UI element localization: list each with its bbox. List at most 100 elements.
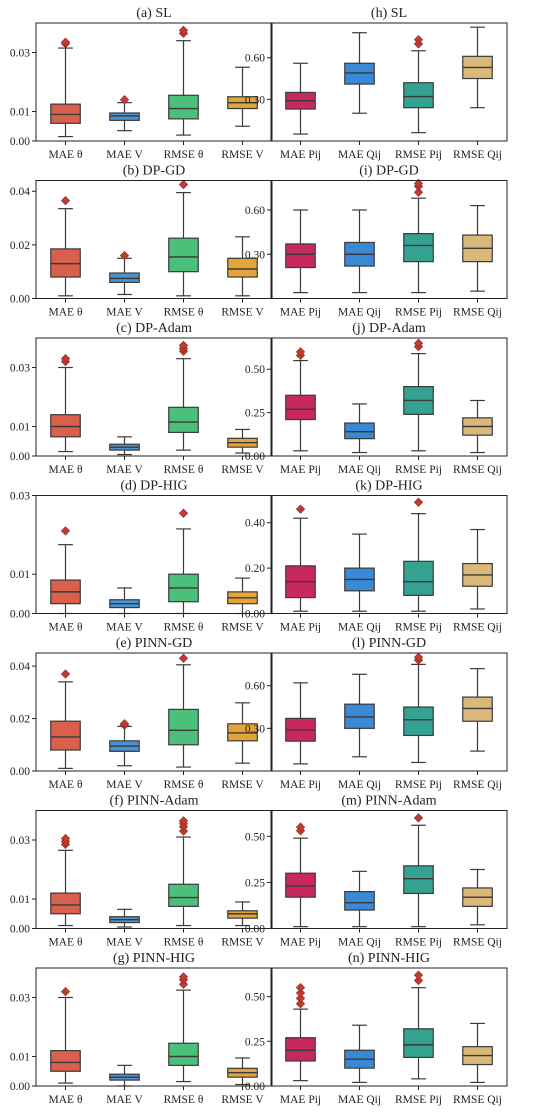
x-tick-label: RMSE Pij	[395, 307, 442, 319]
box-3	[168, 508, 199, 615]
box-2	[344, 32, 375, 114]
box-1	[50, 986, 81, 1084]
plot-frame	[270, 810, 508, 929]
y-tick-label: 0.00	[10, 451, 30, 463]
box-4	[227, 428, 258, 454]
x-tick-label: RMSE θ	[164, 307, 204, 319]
iqr-box	[168, 94, 199, 120]
iqr-box	[344, 891, 375, 911]
box-4	[227, 66, 258, 127]
x-tick-label: RMSE Qij	[453, 1094, 502, 1106]
outlier-point	[295, 993, 306, 1004]
y-tick-label: 0.50	[245, 831, 265, 843]
box-2	[109, 95, 140, 132]
x-tick-label: RMSE Pij	[395, 937, 442, 949]
y-tick-label: 0.40	[245, 518, 265, 530]
y-tick-label: 0.00	[10, 136, 30, 148]
plot-frame	[35, 495, 273, 614]
outlier-point	[413, 970, 424, 980]
box-2	[344, 533, 375, 612]
plot-frame	[270, 652, 508, 772]
y-tick-label: 0.02	[10, 714, 30, 726]
outlier-point	[413, 338, 424, 348]
outlier-point	[413, 178, 424, 189]
panel-title: (m) PINN-Adam	[341, 794, 436, 809]
box-4	[462, 399, 493, 454]
x-tick-label: MAE V	[106, 937, 143, 949]
box-3	[403, 497, 434, 612]
y-tick-label: 0.01	[10, 894, 30, 906]
outlier-point	[295, 999, 306, 1009]
panel-6: (j) DP-Adam 0.00 0.25 0.50 MAE Pij MAE Qij RMS…	[245, 321, 508, 476]
box-3	[168, 25, 199, 136]
outlier-point	[178, 972, 189, 982]
panel-2: (h) SL 0.30 0.60 MAE Pij MAE Qij RMSE Pij RMSE…	[245, 6, 508, 161]
panel-8: (k) DP-HIG 0.00 0.20 0.40 MAE Pij MAE Qij RMSE…	[245, 479, 508, 634]
y-tick-label: 0.03	[10, 993, 30, 1005]
iqr-box	[344, 422, 375, 440]
outlier-point	[119, 250, 130, 261]
x-tick-label: MAE Qij	[338, 779, 381, 791]
y-tick-label: 0.01	[10, 569, 30, 581]
box-4	[462, 26, 493, 109]
outlier-point	[178, 816, 189, 826]
outlier-point	[295, 988, 306, 998]
y-tick-label: 0.30	[245, 249, 265, 261]
box-3	[403, 338, 434, 452]
x-tick-label: RMSE V	[221, 937, 264, 949]
outlier-point	[178, 25, 189, 35]
box-1	[285, 347, 316, 452]
panel-4: (i) DP-GD 0.30 0.60 MAE Pij MAE Qij RMSE Pij R…	[245, 164, 508, 319]
box-3	[403, 178, 434, 294]
y-tick-label: 0.00	[245, 924, 265, 936]
y-tick-label: 0.00	[245, 609, 265, 621]
outlier-point	[413, 497, 424, 507]
iqr-box	[403, 865, 434, 895]
box-4	[227, 901, 258, 927]
y-tick-label: 0.00	[10, 609, 30, 621]
plot-frame	[35, 810, 273, 929]
y-tick-label: 0.25	[245, 877, 265, 889]
iqr-box	[462, 696, 493, 722]
box-2	[344, 870, 375, 928]
box-1	[285, 62, 316, 135]
plot-frame	[35, 967, 273, 1087]
x-tick-label: RMSE V	[221, 1094, 264, 1106]
box-2	[344, 1024, 375, 1084]
y-tick-label: 0.03	[10, 835, 30, 847]
plot-frame	[35, 652, 273, 772]
box-1	[50, 669, 81, 769]
box-4	[462, 204, 493, 292]
y-tick-label: 0.25	[245, 1036, 265, 1048]
box-4	[462, 668, 493, 752]
iqr-box	[168, 237, 199, 273]
x-tick-label: MAE Pij	[280, 622, 321, 634]
box-2	[109, 436, 140, 456]
iqr-box	[403, 706, 434, 737]
panel-10: (l) PINN-GD 0.30 0.60 MAE Pij MAE Qij RMSE Pi…	[245, 636, 508, 791]
x-tick-label: MAE Qij	[338, 937, 381, 949]
panel-title: (e) PINN-GD	[116, 636, 193, 651]
x-tick-label: MAE V	[106, 464, 143, 476]
box-3	[403, 652, 434, 764]
plot-frame	[35, 337, 273, 457]
plot-frame	[270, 967, 508, 1087]
outlier-point	[413, 975, 424, 986]
outlier-point	[119, 95, 130, 105]
panel-14: (n) PINN-HIG 0.00 0.25 0.50 MAE Pij MAE Qij RM…	[245, 951, 508, 1106]
plot-frame	[35, 180, 273, 299]
outlier-point	[60, 354, 71, 364]
y-tick-label: 0.03	[10, 363, 30, 375]
outlier-point	[295, 822, 306, 832]
x-tick-label: RMSE θ	[164, 1094, 204, 1106]
box-3	[168, 816, 199, 927]
iqr-box	[50, 892, 81, 915]
x-tick-label: MAE V	[106, 622, 143, 634]
iqr-box	[50, 103, 81, 124]
iqr-box	[168, 1042, 199, 1066]
y-tick-label: 0.04	[10, 186, 30, 198]
y-tick-label: 0.00	[245, 1081, 265, 1093]
panel-title: (f) PINN-Adam	[109, 794, 198, 809]
panel-title: (g) PINN-HIG	[113, 951, 195, 966]
y-tick-label: 0.60	[245, 681, 265, 693]
